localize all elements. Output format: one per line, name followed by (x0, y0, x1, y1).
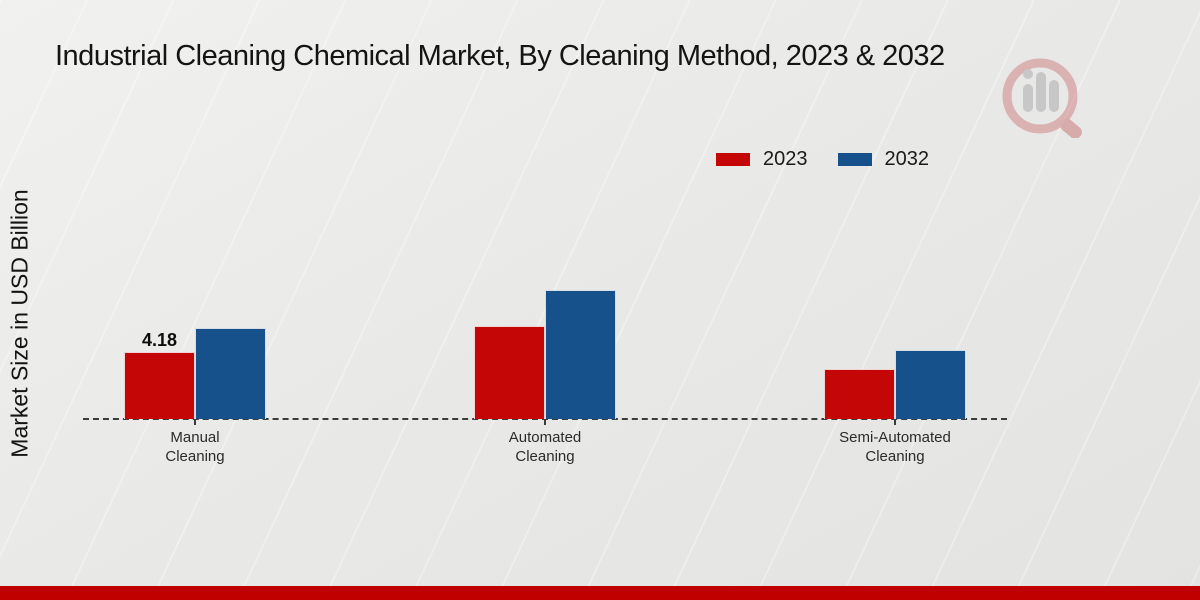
x-category-label-automated-cleaning: Automated Cleaning (508, 429, 582, 465)
legend-label-2032: 2032 (884, 148, 930, 170)
magnifier-bar-chart-logo-icon (1002, 58, 1082, 138)
legend-item-2032: 2032 (837, 148, 930, 171)
data-label-2023-manual-cleaning: 4.18 (141, 330, 178, 350)
bar-group-semi-automated-cleaning (824, 350, 966, 419)
x-tick-semi-automated-cleaning (894, 419, 896, 425)
footer-accent-bar (0, 586, 1200, 600)
bar-2023-manual-cleaning: 4.18 (124, 330, 195, 419)
legend: 2023 2032 (716, 148, 929, 171)
bar-group-manual-cleaning: 4.18 (124, 328, 266, 419)
bar-2032-automated-cleaning (545, 290, 616, 419)
x-tick-manual-cleaning (194, 419, 196, 425)
chart-title: Industrial Cleaning Chemical Market, By … (55, 40, 945, 72)
legend-swatch-2023 (716, 153, 750, 166)
y-axis-label: Market Size in USD Billion (6, 189, 33, 458)
bar-2023-automated-cleaning (474, 326, 545, 419)
bar-group-automated-cleaning (474, 290, 616, 419)
bar-2023-semi-automated-cleaning (824, 369, 895, 419)
legend-item-2023: 2023 (716, 148, 808, 171)
plot-area: 4.18 Manual Cleaning Automated Cleaning Sem… (83, 139, 1007, 465)
x-tick-automated-cleaning (544, 419, 546, 425)
legend-label-2023: 2023 (763, 148, 808, 170)
legend-swatch-2032 (837, 153, 872, 166)
x-category-label-manual-cleaning: Manual Cleaning (165, 429, 225, 465)
bar-2032-manual-cleaning (195, 328, 266, 419)
x-category-label-semi-automated-cleaning: Semi-Automated Cleaning (839, 429, 951, 465)
bar-2032-semi-automated-cleaning (895, 350, 966, 419)
